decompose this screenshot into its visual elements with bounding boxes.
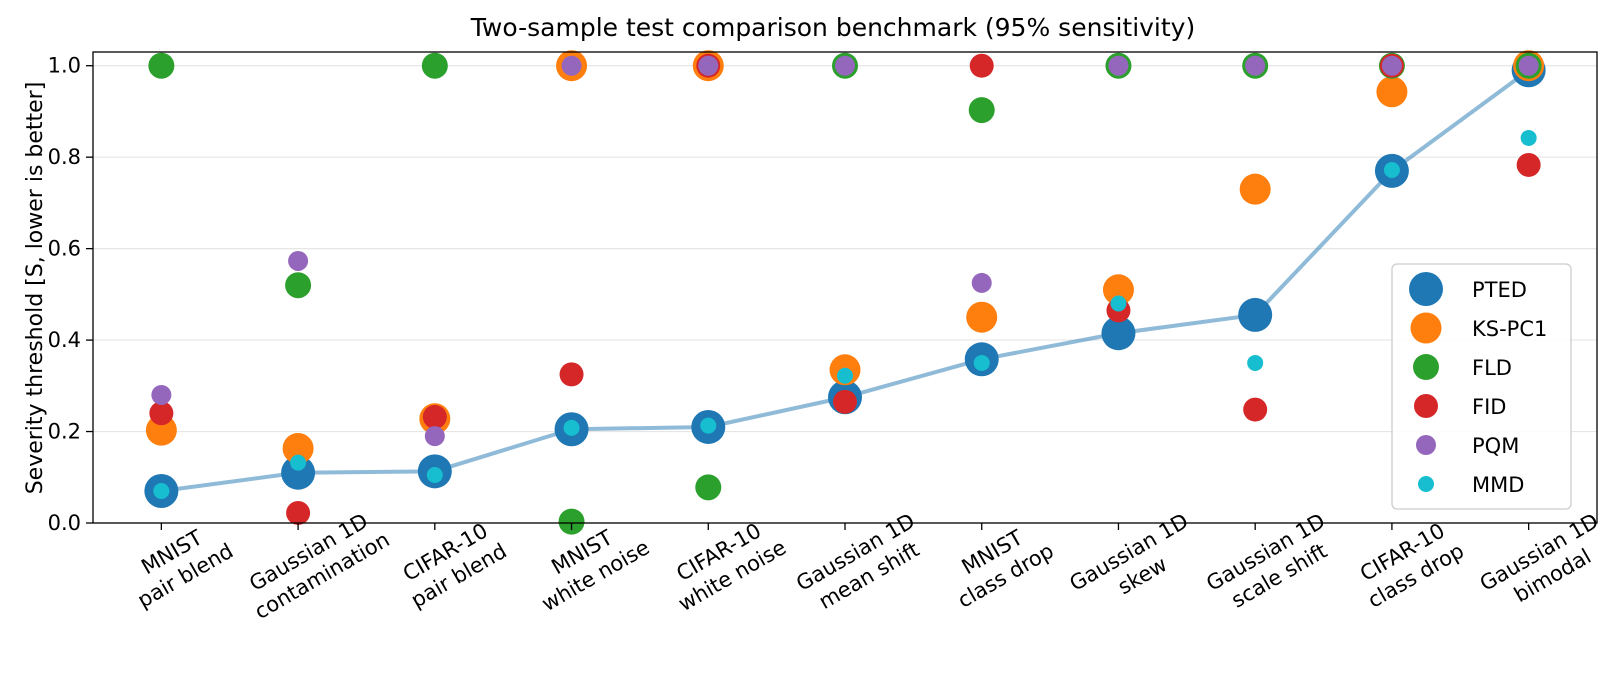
series-line-pted <box>161 68 1530 493</box>
y-tick-label: 0.8 <box>48 145 81 169</box>
point-pqm <box>1518 55 1539 76</box>
point-pqm <box>698 55 719 76</box>
point-ks-pc1 <box>145 414 177 446</box>
point-fld <box>421 52 448 79</box>
point-pqm <box>1245 55 1266 76</box>
point-pted <box>1101 316 1136 351</box>
legend-label: FID <box>1472 395 1506 419</box>
point-ks-pc1 <box>966 301 998 333</box>
chart-title: Two-sample test comparison benchmark (95… <box>470 13 1195 42</box>
point-pted <box>1238 297 1273 332</box>
point-fid <box>1516 152 1541 177</box>
point-mmd <box>563 419 580 436</box>
point-fid <box>1243 397 1268 422</box>
point-pqm <box>835 55 855 76</box>
point-fid <box>422 404 447 429</box>
y-tick-label: 0.2 <box>48 420 81 444</box>
point-mmd <box>1520 129 1537 146</box>
point-fld <box>558 508 585 535</box>
plot-area <box>144 50 1546 535</box>
legend-label: MMD <box>1472 473 1524 497</box>
legend-marker-ks-pc1 <box>1410 312 1442 344</box>
point-fid <box>833 389 857 414</box>
point-mmd <box>1383 161 1400 178</box>
point-ks-pc1 <box>1239 173 1271 205</box>
y-axis-label: Severity threshold [S, lower is better] <box>23 82 48 495</box>
legend: PTED KS-PC1 FLD FID PQM MMD <box>1391 263 1572 510</box>
y-tick-label: 1.0 <box>48 54 81 78</box>
point-pqm <box>424 426 445 447</box>
point-pted <box>281 455 316 490</box>
point-pqm <box>1381 55 1402 76</box>
point-fid <box>969 53 994 78</box>
point-pqm <box>288 250 309 271</box>
point-pqm <box>1108 55 1129 76</box>
point-fld <box>285 272 312 299</box>
point-fld <box>695 474 722 501</box>
legend-label: FLD <box>1472 356 1512 380</box>
point-ks-pc1 <box>1376 76 1408 108</box>
y-tick-label: 0.4 <box>48 328 81 352</box>
legend-label: KS-PC1 <box>1472 317 1547 341</box>
legend-marker-fid <box>1414 394 1438 418</box>
point-fld <box>968 97 995 124</box>
point-fid <box>149 401 174 426</box>
point-mmd <box>290 454 307 471</box>
point-mmd <box>700 417 717 434</box>
legend-marker-pqm <box>1416 435 1436 455</box>
point-fld <box>148 52 175 79</box>
point-mmd <box>1110 295 1127 312</box>
point-mmd <box>837 367 853 384</box>
plot-frame <box>92 51 1598 524</box>
point-pqm <box>151 384 172 405</box>
legend-label: PTED <box>1472 278 1527 302</box>
y-tick-label: 0.0 <box>48 511 81 535</box>
legend-marker-mmd <box>1418 476 1434 492</box>
legend-label: PQM <box>1472 434 1519 458</box>
point-mmd <box>1247 354 1264 371</box>
point-fid <box>286 500 311 525</box>
legend-marker-fld <box>1413 354 1439 380</box>
point-ks-pc1 <box>1102 274 1134 306</box>
point-mmd <box>426 466 443 483</box>
point-fid <box>559 362 584 387</box>
point-mmd <box>153 482 170 499</box>
legend-marker-pted <box>1409 272 1443 306</box>
point-ks-pc1 <box>282 432 314 464</box>
y-tick-label: 0.6 <box>48 237 81 261</box>
point-pqm <box>561 55 582 76</box>
point-pqm <box>971 272 992 293</box>
grid <box>93 65 1597 524</box>
point-mmd <box>973 354 990 371</box>
